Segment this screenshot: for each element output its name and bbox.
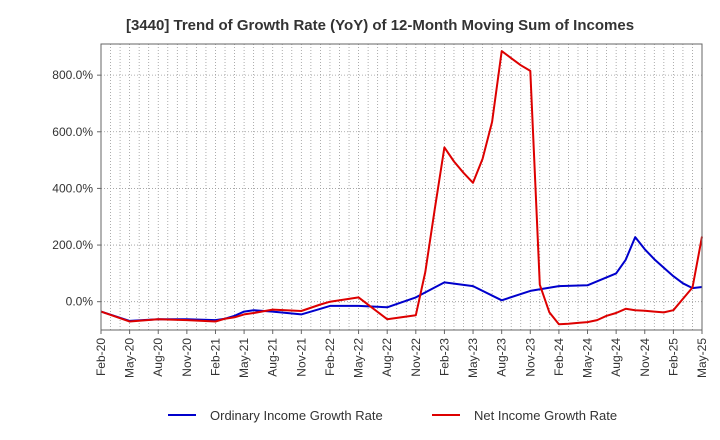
series-group: [100, 50, 703, 326]
x-tick-label: May-20: [123, 338, 137, 378]
x-tick-label: Feb-20: [94, 338, 108, 376]
x-tick-label: May-21: [237, 338, 251, 378]
x-tick-label: May-22: [352, 338, 366, 378]
y-tick-label: 800.0%: [52, 68, 93, 82]
y-tick-label: 400.0%: [52, 181, 93, 195]
y-tick-label: 200.0%: [52, 238, 93, 252]
x-tick-label: Aug-20: [151, 338, 165, 377]
x-tick-label: Aug-22: [380, 338, 394, 377]
legend-label: Net Income Growth Rate: [474, 408, 617, 423]
plot-area-frame: [100, 43, 703, 331]
y-tick-label: 600.0%: [52, 125, 93, 139]
y-axis-ticks: 0.0% 200.0% 400.0% 600.0% 800.0%: [52, 68, 101, 309]
x-tick-label: Feb-25: [666, 338, 680, 376]
x-tick-label: Feb-21: [208, 338, 222, 376]
legend-label: Ordinary Income Growth Rate: [210, 408, 383, 423]
x-tick-label: Aug-21: [266, 338, 280, 377]
legend: Ordinary Income Growth Rate Net Income Gr…: [168, 408, 617, 423]
x-tick-label: May-23: [466, 338, 480, 378]
series-line-net-income: [100, 50, 703, 326]
x-tick-label: Aug-23: [495, 338, 509, 377]
series-line-ordinary-income: [100, 236, 703, 322]
x-tick-label: Feb-24: [552, 338, 566, 376]
x-tick-label: Nov-23: [523, 338, 537, 377]
x-tick-label: Nov-24: [638, 338, 652, 377]
grid: [100, 44, 703, 330]
x-tick-label: Feb-22: [323, 338, 337, 376]
x-tick-label: Nov-20: [180, 338, 194, 377]
chart-title: [3440] Trend of Growth Rate (YoY) of 12-…: [126, 17, 634, 34]
x-tick-label: May-24: [581, 338, 595, 378]
x-tick-label: May-25: [695, 338, 709, 378]
x-tick-label: Nov-22: [409, 338, 423, 377]
x-axis-ticks: Feb-20 May-20 Aug-20 Nov-20 Feb-21 May-21 Aug-…: [94, 330, 709, 378]
x-tick-label: Aug-24: [609, 338, 623, 377]
x-tick-label: Nov-21: [294, 338, 308, 377]
x-tick-label: Feb-23: [437, 338, 451, 376]
y-tick-label: 0.0%: [66, 295, 94, 309]
